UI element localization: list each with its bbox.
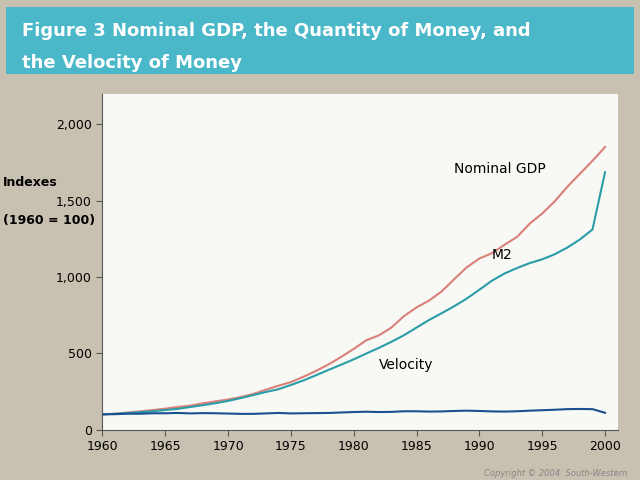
Text: Velocity: Velocity [379, 358, 433, 372]
Text: Copyright © 2004  South-Western: Copyright © 2004 South-Western [484, 468, 627, 478]
Text: (1960 = 100): (1960 = 100) [3, 214, 95, 228]
Text: Indexes: Indexes [3, 176, 58, 189]
Text: M2: M2 [492, 248, 513, 262]
Text: the Velocity of Money: the Velocity of Money [22, 54, 242, 72]
Text: Nominal GDP: Nominal GDP [454, 162, 546, 176]
Text: Figure 3 Nominal GDP, the Quantity of Money, and: Figure 3 Nominal GDP, the Quantity of Mo… [22, 22, 531, 40]
FancyBboxPatch shape [0, 5, 640, 76]
